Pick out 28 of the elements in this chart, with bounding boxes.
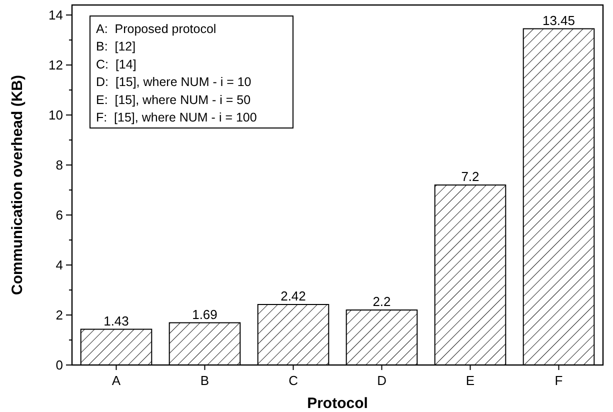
y-tick-label: 6	[56, 208, 63, 223]
data-label: 7.2	[461, 169, 480, 184]
data-label: 13.45	[542, 12, 576, 28]
annotation: B: [12]	[96, 40, 136, 54]
x-tick-label: F	[554, 373, 563, 388]
y-axis-title: Communication overhead (KB)	[9, 74, 26, 296]
y-tick-label: 4	[56, 258, 63, 273]
x-axis-title: Protocol	[307, 395, 368, 412]
data-label: 2.42	[280, 288, 306, 304]
x-tick-label: C	[288, 373, 298, 388]
y-tick-label: 14	[48, 8, 63, 23]
y-tick-label: 0	[56, 358, 63, 373]
data-label: 1.43	[104, 313, 129, 328]
y-tick-label: 8	[56, 158, 63, 173]
data-label: 1.69	[192, 306, 218, 322]
annotation: D: [15], where NUM - i = 10	[96, 75, 252, 90]
data-label: 2.2	[372, 294, 391, 309]
x-tick-label: D	[377, 373, 386, 388]
annotation: E: [15], where NUM - i = 50	[96, 92, 251, 107]
y-tick-label: 12	[48, 58, 63, 73]
x-tick-label: E	[466, 373, 475, 388]
annotation: F: [15], where NUM - i = 100	[96, 110, 257, 124]
y-tick-label: 10	[48, 108, 63, 123]
x-tick-label: A	[112, 373, 121, 388]
y-tick-label: 2	[56, 308, 63, 323]
x-tick-label: B	[200, 373, 210, 388]
annotation: A: Proposed protocol	[96, 22, 216, 36]
annotation: C: [14]	[96, 57, 136, 72]
